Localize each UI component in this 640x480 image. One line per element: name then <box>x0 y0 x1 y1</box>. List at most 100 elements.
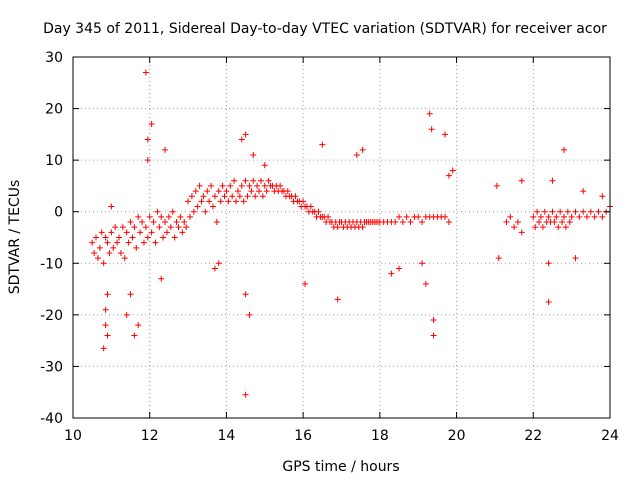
data-point <box>162 219 169 226</box>
data-point <box>334 224 341 231</box>
data-point <box>564 208 571 215</box>
data-point <box>392 219 399 226</box>
data-point <box>137 229 144 236</box>
y-axis-label: SDTVAR / TECUs <box>7 180 23 295</box>
data-point <box>242 177 249 184</box>
data-point <box>419 260 426 267</box>
data-point <box>177 213 184 220</box>
data-point <box>532 224 539 231</box>
data-point <box>553 213 560 220</box>
data-point <box>559 219 566 226</box>
data-point <box>135 213 142 220</box>
data-point <box>106 249 113 256</box>
x-tick-label: 24 <box>601 428 619 444</box>
data-point <box>263 188 270 195</box>
data-point <box>562 224 569 231</box>
data-point <box>555 224 562 231</box>
data-point <box>265 177 272 184</box>
data-point <box>551 219 558 226</box>
data-point <box>430 317 437 324</box>
data-point <box>104 291 111 298</box>
data-point <box>537 213 544 220</box>
data-point <box>158 275 165 282</box>
data-point <box>307 203 314 210</box>
data-point <box>102 322 109 329</box>
data-point <box>102 306 109 313</box>
data-point <box>300 198 307 205</box>
data-point <box>202 208 209 215</box>
data-point <box>142 69 149 76</box>
data-point <box>169 208 176 215</box>
data-point <box>530 213 537 220</box>
data-point <box>248 188 255 195</box>
data-point <box>211 193 218 200</box>
data-point <box>91 249 98 256</box>
data-point <box>407 219 414 226</box>
data-point <box>167 224 174 231</box>
data-point <box>108 203 115 210</box>
data-point <box>221 193 228 200</box>
data-point <box>256 188 263 195</box>
data-point <box>250 177 257 184</box>
data-point <box>259 193 266 200</box>
x-tick-label: 14 <box>218 428 236 444</box>
data-point <box>428 126 435 133</box>
y-tick-label: -10 <box>40 256 63 272</box>
data-point <box>171 234 178 241</box>
data-point <box>503 219 510 226</box>
data-point <box>426 110 433 117</box>
data-point <box>359 224 366 231</box>
data-point <box>252 193 259 200</box>
data-point <box>334 296 341 303</box>
data-point <box>449 167 456 174</box>
data-point <box>186 213 193 220</box>
data-point <box>144 157 151 164</box>
data-point <box>139 219 146 226</box>
data-point <box>211 265 218 272</box>
data-point <box>100 345 107 352</box>
data-point <box>549 208 556 215</box>
axis-ticks <box>72 56 611 419</box>
data-point <box>150 219 157 226</box>
data-point <box>507 213 514 220</box>
data-point <box>541 208 548 215</box>
data-point <box>206 198 213 205</box>
data-point <box>140 239 147 246</box>
data-point <box>325 213 332 220</box>
data-point <box>557 208 564 215</box>
data-point <box>117 249 124 256</box>
data-point <box>148 229 155 236</box>
data-point <box>353 151 360 158</box>
data-point <box>257 177 264 184</box>
data-point <box>123 311 130 318</box>
data-point <box>194 203 201 210</box>
data-point <box>131 224 138 231</box>
data-point <box>108 229 115 236</box>
data-point <box>238 182 245 189</box>
data-point <box>190 208 197 215</box>
x-tick-label: 10 <box>64 428 82 444</box>
data-point <box>591 213 598 220</box>
data-point <box>514 219 521 226</box>
data-point <box>185 198 192 205</box>
y-tick-label: 0 <box>54 205 63 221</box>
data-point <box>208 182 215 189</box>
data-point <box>576 213 583 220</box>
data-point <box>229 193 236 200</box>
data-point <box>225 198 232 205</box>
data-point <box>445 172 452 179</box>
data-point <box>100 260 107 267</box>
data-point <box>545 298 552 305</box>
data-point <box>396 265 403 272</box>
data-point <box>319 141 326 148</box>
data-point <box>144 234 151 241</box>
data-point <box>242 131 249 138</box>
data-point <box>227 182 234 189</box>
data-point <box>114 239 121 246</box>
data-point <box>198 198 205 205</box>
data-point <box>154 208 161 215</box>
data-point <box>250 151 257 158</box>
data-point <box>254 182 261 189</box>
data-point <box>96 244 103 251</box>
data-point <box>261 182 268 189</box>
